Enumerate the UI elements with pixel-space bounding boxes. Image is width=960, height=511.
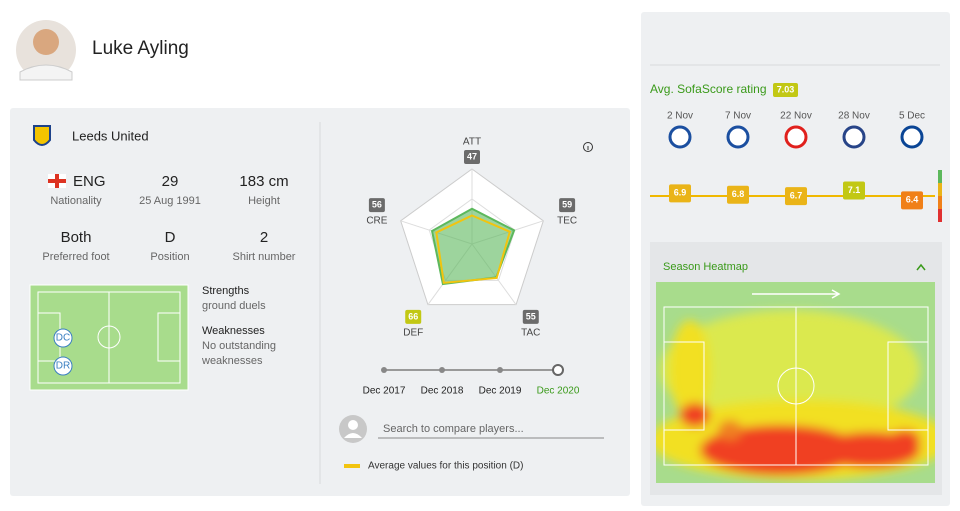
position-marker: [53, 328, 73, 348]
season-handle[interactable]: [552, 364, 564, 376]
radar-axis-label: TAC: [521, 328, 540, 339]
match-date: 28 Nov: [838, 111, 870, 122]
detail-label: 25 Aug 1991: [139, 195, 201, 207]
radar-value-badge: [559, 198, 576, 213]
radar-axis-label: CRE: [366, 216, 387, 227]
radar-area: [435, 214, 512, 284]
season-label[interactable]: Dec 2020: [537, 386, 580, 397]
radar-axis-label: TEC: [557, 216, 577, 227]
rating-badge: [727, 185, 749, 204]
legend-label: Average values for this position (D): [368, 461, 523, 472]
rating-value: 6.9: [674, 188, 687, 198]
player-face: [33, 29, 59, 55]
rating-value: 6.7: [790, 190, 803, 200]
flag-cross: [48, 179, 66, 183]
match-date: 22 Nov: [780, 111, 812, 122]
detail-label: Shirt number: [233, 251, 296, 263]
position-marker: [53, 356, 73, 376]
detail-label: Preferred foot: [42, 251, 109, 263]
strength-item: ground duels: [202, 300, 266, 312]
team-crest: [900, 125, 924, 149]
rating-badge: [669, 184, 691, 203]
rating-badge: [785, 187, 807, 206]
heatmap-title: Season Heatmap: [663, 261, 748, 273]
detail-label: Position: [150, 251, 189, 263]
match-date: 7 Nov: [725, 111, 751, 122]
season-dot[interactable]: [381, 367, 387, 373]
detail-label: Height: [248, 195, 280, 207]
scale-bar: [938, 209, 942, 222]
strengths-title: Strengths: [202, 285, 250, 297]
match-date: 2 Nov: [667, 111, 693, 122]
compare-avatar-body: [344, 433, 362, 438]
radar-axis-label: DEF: [403, 328, 423, 339]
detail-value: D: [165, 229, 176, 246]
player-shirt: [19, 64, 73, 81]
rating-value: 6.8: [732, 189, 745, 199]
match-date: 5 Dec: [899, 111, 925, 122]
season-label[interactable]: Dec 2018: [421, 386, 464, 397]
team-logo: [33, 125, 51, 146]
average-rating-badge: [773, 83, 798, 97]
team-crest: [668, 125, 692, 149]
position-label: DR: [56, 361, 70, 372]
average-rating: 7.03: [777, 84, 795, 94]
info-icon[interactable]: [583, 142, 593, 152]
search-placeholder[interactable]: Search to compare players...: [383, 423, 524, 435]
rating-value: 6.4: [906, 195, 919, 205]
heatmap-pitch-lines: [663, 306, 929, 466]
radar-value: 56: [372, 199, 382, 209]
team-name: Leeds United: [72, 128, 149, 143]
radar-value: 47: [467, 151, 477, 161]
rating-value: 7.1: [848, 185, 861, 195]
player-name: Luke Ayling: [92, 38, 189, 59]
team-crest: [842, 125, 866, 149]
matches: 2 Nov 6.9 7 Nov 6.8 22 Nov 6.7 28 Nov 7.1 5 Dec 6…: [667, 111, 925, 210]
rating-badge: [843, 181, 865, 200]
legend-swatch: [344, 464, 360, 468]
radar-axis-label: ATT: [463, 137, 481, 148]
scale-bar: [938, 196, 942, 209]
scale-bar: [938, 183, 942, 196]
detail-label: Nationality: [50, 195, 102, 207]
radar-value: 59: [562, 199, 572, 209]
scale-bar: [938, 170, 942, 183]
team-crest: [726, 125, 750, 149]
rating-badge: [901, 191, 923, 210]
weakness-line: weaknesses: [201, 355, 263, 367]
season-label[interactable]: Dec 2017: [363, 386, 406, 397]
radar-value-badge: [464, 150, 480, 164]
radar-value: 66: [408, 311, 418, 321]
detail-value: Both: [61, 229, 92, 246]
season-label[interactable]: Dec 2019: [479, 386, 522, 397]
radar-value-badge: [405, 309, 422, 324]
weakness-line: No outstanding: [202, 340, 276, 352]
detail-value: 29: [162, 173, 179, 190]
season-dot[interactable]: [439, 367, 445, 373]
detail-value: 2: [260, 229, 268, 246]
radar-value-badge: [368, 198, 385, 213]
radar-value-badge: [522, 309, 539, 324]
attack-direction-head: [831, 289, 841, 299]
radar-value: 55: [526, 311, 536, 321]
season-dot[interactable]: [497, 367, 503, 373]
team-crest: [784, 125, 808, 149]
collapse-icon[interactable]: [916, 263, 926, 271]
radar: ATT 47 TEC 59 TAC 55 DEF 66 CRE 56: [366, 137, 577, 339]
weaknesses-title: Weaknesses: [202, 325, 265, 337]
position-label: DC: [56, 333, 70, 344]
detail-value: 183 cm: [239, 173, 288, 190]
compare-avatar-head: [348, 420, 358, 430]
ratings-title: Avg. SofaScore rating: [650, 82, 767, 96]
season-selector: Dec 2017 Dec 2018 Dec 2019 Dec 2020: [363, 364, 580, 397]
detail-value: ENG: [73, 173, 106, 190]
